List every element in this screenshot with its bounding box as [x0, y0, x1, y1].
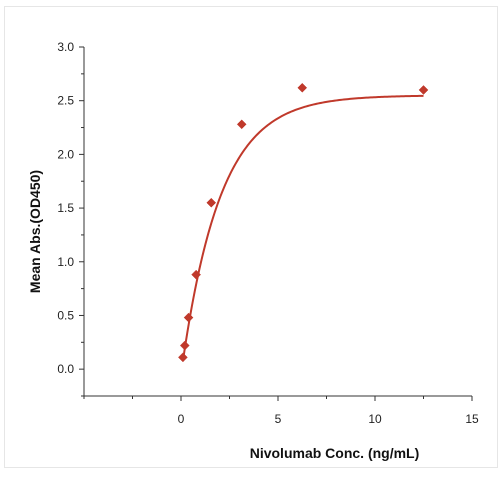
data-point — [206, 197, 217, 208]
x-tick-label: 5 — [275, 412, 282, 426]
data-points — [178, 82, 429, 363]
axes: 0.0 0.5 1.0 1.5 2.0 2.5 3.0 0 5 10 15 — [57, 40, 479, 426]
data-point — [236, 119, 247, 130]
y-axis-title: Mean Abs.(OD450) — [27, 170, 43, 293]
x-axis-title: Nivolumab Conc. (ng/mL) — [250, 445, 420, 461]
data-point — [191, 269, 201, 280]
chart-frame — [4, 6, 498, 468]
fit-curve — [181, 94, 424, 362]
y-tick-label: 0.5 — [57, 308, 74, 322]
data-point — [179, 340, 190, 351]
y-tick-label: 1.5 — [57, 201, 74, 215]
data-point — [178, 352, 188, 363]
y-tick-label: 2.0 — [57, 147, 74, 161]
x-tick-label: 0 — [178, 412, 185, 426]
x-tick-label: 10 — [368, 412, 382, 426]
y-tick-label: 3.0 — [57, 40, 74, 54]
y-tick-label: 0.0 — [57, 362, 74, 376]
data-point — [297, 82, 308, 93]
data-point — [418, 85, 429, 95]
x-tick-label: 15 — [465, 412, 479, 426]
y-tick-label: 1.0 — [57, 255, 74, 269]
data-point — [183, 312, 194, 323]
y-tick-label: 2.5 — [57, 94, 74, 108]
